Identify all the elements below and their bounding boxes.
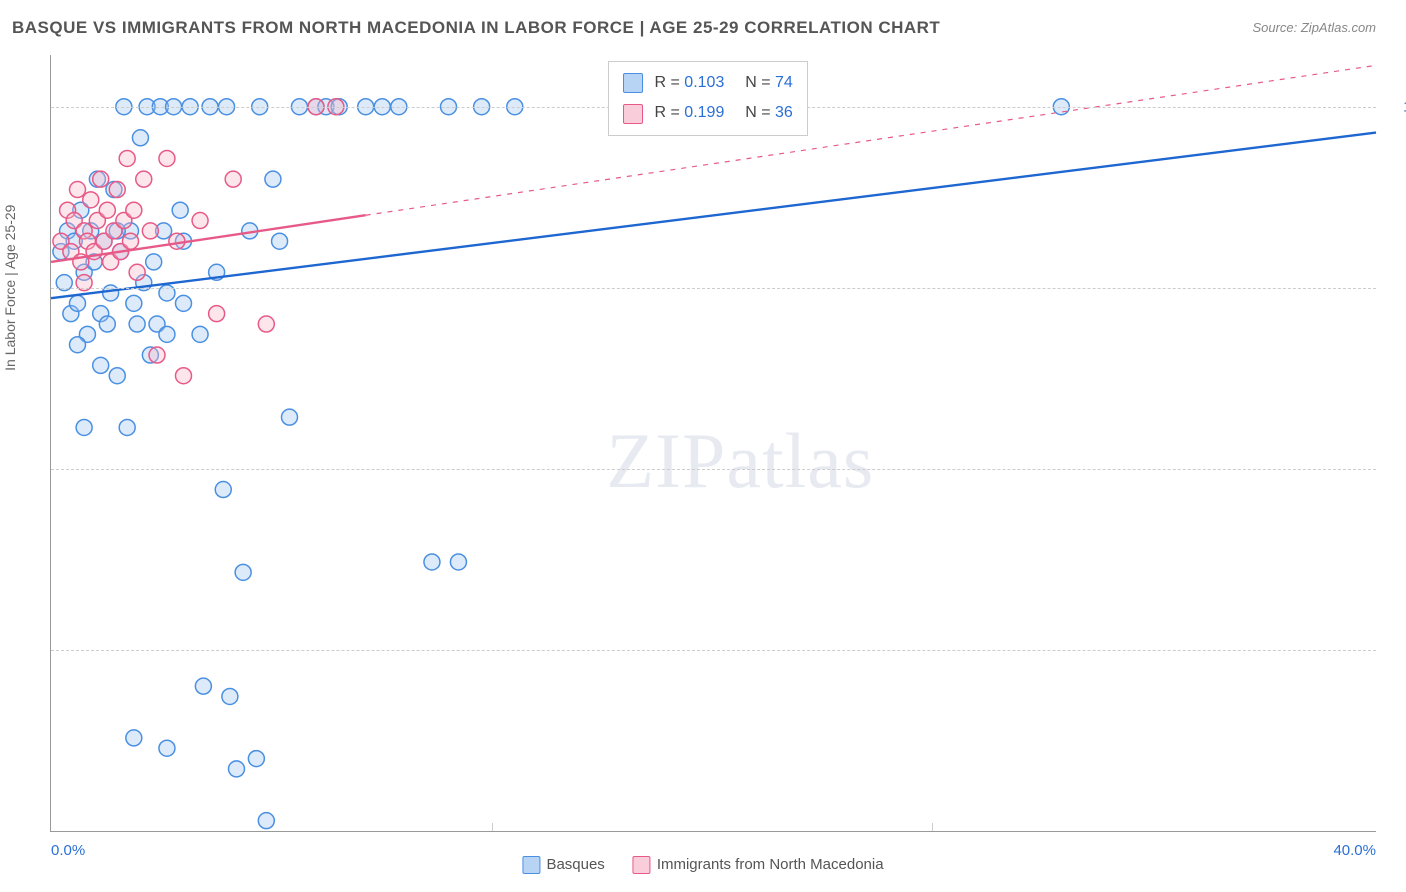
y-tick-label: 100.0% [1384,98,1406,115]
stats-n: N = 36 [736,98,792,128]
legend-item: Immigrants from North Macedonia [633,856,884,874]
scatter-point [272,233,288,249]
scatter-point [93,357,109,373]
scatter-point [93,171,109,187]
scatter-point [136,171,152,187]
scatter-point [176,368,192,384]
scatter-point [99,316,115,332]
scatter-point [99,202,115,218]
legend-label: Immigrants from North Macedonia [657,856,884,873]
scatter-point [123,233,139,249]
scatter-point [424,554,440,570]
scatter-point [70,337,86,353]
correlation-chart: BASQUE VS IMMIGRANTS FROM NORTH MACEDONI… [0,0,1406,892]
stats-swatch [623,73,643,93]
stats-n: N = 74 [736,68,792,98]
y-tick-label: 65.0% [1384,460,1406,477]
scatter-point [282,409,298,425]
scatter-point [76,419,92,435]
x-tick-label: 0.0% [51,842,85,859]
scatter-point [258,316,274,332]
scatter-point [192,326,208,342]
legend-bottom: Basques Immigrants from North Macedonia [522,856,883,874]
scatter-point [248,751,264,767]
scatter-point [132,130,148,146]
scatter-point [258,813,274,829]
y-tick-label: 47.5% [1384,641,1406,658]
scatter-point [222,688,238,704]
scatter-point [209,306,225,322]
scatter-point [83,192,99,208]
scatter-point [215,482,231,498]
trend-line-dashed [366,65,1376,215]
scatter-point [109,182,125,198]
stats-swatch [623,104,643,124]
scatter-point [172,202,188,218]
legend-item: Basques [522,856,604,874]
scatter-point [126,730,142,746]
legend-swatch [633,856,651,874]
legend-label: Basques [546,856,604,873]
scatter-point [265,171,281,187]
scatter-point [126,202,142,218]
y-axis-label: In Labor Force | Age 25-29 [2,205,18,371]
scatter-point [235,564,251,580]
y-tick-label: 82.5% [1384,279,1406,296]
x-minor-tick [492,823,493,831]
chart-title: BASQUE VS IMMIGRANTS FROM NORTH MACEDONI… [12,18,940,38]
scatter-point [129,264,145,280]
stats-row: R = 0.103 N = 74 [623,68,793,98]
x-minor-tick [932,823,933,831]
gridline-horizontal [51,288,1376,289]
scatter-point [450,554,466,570]
source-attribution: Source: ZipAtlas.com [1252,20,1376,35]
stats-row: R = 0.199 N = 36 [623,98,793,128]
scatter-point [109,368,125,384]
scatter-point [195,678,211,694]
scatter-point [159,150,175,166]
stats-r: R = 0.199 [655,98,725,128]
scatter-point [159,326,175,342]
scatter-point [192,213,208,229]
x-tick-label: 40.0% [1333,842,1376,859]
legend-swatch [522,856,540,874]
stats-r: R = 0.103 [655,68,725,98]
scatter-point [119,150,135,166]
scatter-point [70,295,86,311]
stats-box: R = 0.103 N = 74R = 0.199 N = 36 [608,61,808,136]
scatter-point [176,295,192,311]
plot-svg [51,55,1376,831]
gridline-horizontal [51,469,1376,470]
scatter-point [70,182,86,198]
gridline-horizontal [51,650,1376,651]
scatter-point [229,761,245,777]
scatter-point [142,223,158,239]
scatter-point [159,740,175,756]
scatter-point [225,171,241,187]
trend-line [51,133,1376,299]
scatter-point [129,316,145,332]
scatter-point [126,295,142,311]
scatter-point [149,347,165,363]
plot-area: ZIPatlas 47.5%65.0%82.5%100.0%0.0%40.0%R… [50,55,1376,832]
scatter-point [119,419,135,435]
scatter-point [146,254,162,270]
